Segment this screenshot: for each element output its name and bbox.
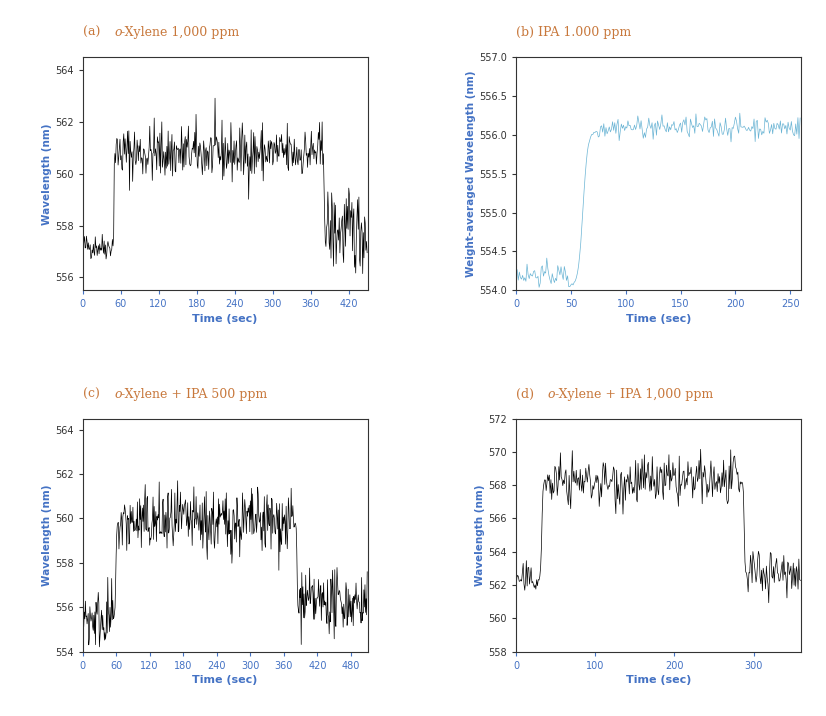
X-axis label: Time (sec): Time (sec): [626, 674, 691, 684]
Text: -Xylene + IPA 1,000 ppm: -Xylene + IPA 1,000 ppm: [555, 387, 713, 401]
X-axis label: Time (sec): Time (sec): [192, 674, 258, 684]
Text: -Xylene 1,000 ppm: -Xylene 1,000 ppm: [121, 26, 240, 39]
X-axis label: Time (sec): Time (sec): [192, 314, 258, 324]
Text: o: o: [548, 387, 555, 401]
Text: (a): (a): [83, 26, 104, 39]
Text: (d): (d): [516, 387, 538, 401]
Text: o: o: [114, 387, 121, 401]
Text: -Xylene + IPA 500 ppm: -Xylene + IPA 500 ppm: [121, 387, 268, 401]
Y-axis label: Wavelength (nm): Wavelength (nm): [42, 123, 52, 225]
Y-axis label: Weight-averaged Wavelength (nm): Weight-averaged Wavelength (nm): [466, 71, 477, 277]
Text: (c): (c): [83, 387, 103, 401]
Text: o: o: [114, 26, 121, 39]
Y-axis label: Wavelength (nm): Wavelength (nm): [476, 484, 486, 586]
Text: (b) IPA 1.000 ppm: (b) IPA 1.000 ppm: [516, 26, 631, 39]
Y-axis label: Wavelength (nm): Wavelength (nm): [42, 484, 52, 586]
X-axis label: Time (sec): Time (sec): [626, 314, 691, 324]
